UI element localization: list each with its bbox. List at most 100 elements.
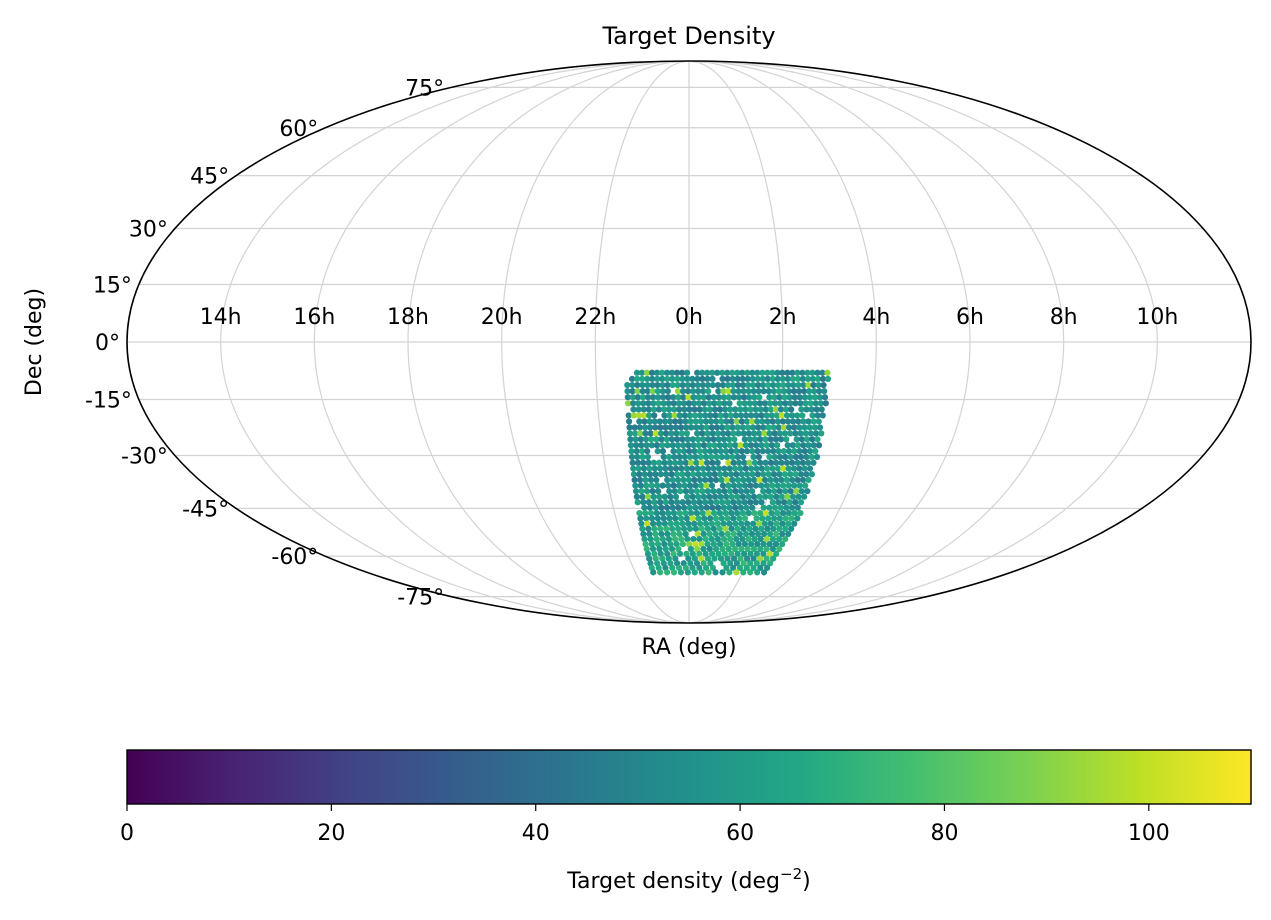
density-point	[728, 550, 735, 557]
density-point	[702, 499, 709, 506]
ra-grid-line	[594, 61, 690, 623]
density-point	[685, 499, 692, 506]
density-point	[733, 418, 740, 425]
density-point	[640, 499, 647, 506]
density-point	[673, 540, 680, 548]
density-point	[633, 442, 640, 449]
density-point	[628, 453, 636, 461]
density-point	[713, 545, 720, 553]
density-point	[708, 520, 716, 527]
density-point	[666, 412, 673, 419]
density-point	[652, 504, 659, 511]
density-point	[672, 418, 679, 425]
density-point	[792, 430, 799, 437]
density-point	[824, 375, 832, 383]
density-point	[756, 476, 763, 484]
density-point	[795, 381, 802, 389]
density-point	[773, 530, 780, 538]
density-point	[760, 471, 767, 478]
colorbar	[126, 749, 1252, 805]
density-point	[796, 465, 803, 472]
density-point	[806, 388, 813, 395]
density-point	[649, 545, 657, 553]
density-point	[643, 515, 650, 522]
density-point	[705, 509, 712, 517]
density-point	[717, 471, 724, 478]
density-point	[710, 436, 717, 443]
density-point	[709, 430, 716, 437]
density-point	[755, 388, 762, 395]
density-point	[711, 509, 718, 517]
density-point	[735, 459, 743, 466]
density-point	[761, 400, 769, 407]
density-point	[666, 515, 673, 522]
density-point	[662, 499, 669, 506]
density-point	[714, 369, 721, 376]
density-point	[792, 471, 799, 478]
density-point	[738, 418, 745, 425]
dec-tick-label: 30°	[129, 217, 168, 242]
density-point	[798, 436, 806, 443]
density-point	[793, 488, 800, 495]
density-point	[777, 400, 784, 407]
density-point	[656, 459, 663, 466]
density-point	[780, 465, 787, 472]
density-point	[664, 442, 671, 449]
density-point	[658, 530, 665, 538]
density-point	[764, 465, 771, 472]
ra-tick-label: 22h	[574, 305, 616, 330]
density-point	[650, 569, 657, 576]
density-point	[636, 418, 643, 425]
density-point	[739, 381, 747, 389]
density-point	[689, 436, 696, 443]
density-point	[665, 509, 672, 517]
density-point	[652, 424, 659, 431]
density-point	[791, 482, 798, 489]
density-point	[758, 499, 765, 506]
density-point	[682, 509, 689, 517]
density-point	[760, 504, 767, 511]
density-point	[647, 509, 655, 517]
density-point	[763, 412, 770, 419]
density-point	[800, 442, 807, 449]
density-point	[719, 369, 726, 376]
density-point	[659, 535, 666, 543]
density-point	[726, 569, 733, 576]
density-point	[769, 375, 776, 383]
density-point	[661, 459, 668, 466]
density-point	[770, 555, 777, 562]
density-point	[696, 550, 703, 557]
density-point	[639, 493, 646, 500]
density-point	[692, 453, 699, 461]
density-point	[783, 412, 791, 419]
density-point	[729, 375, 736, 383]
density-point	[739, 453, 747, 461]
density-point	[747, 499, 754, 506]
density-point	[786, 499, 793, 506]
density-point	[743, 555, 751, 562]
density-point	[657, 424, 664, 431]
density-point	[703, 504, 710, 511]
density-point	[729, 476, 736, 484]
density-point	[684, 388, 692, 395]
ra-grid-line	[220, 61, 690, 623]
density-point	[763, 555, 770, 562]
density-point	[729, 453, 736, 461]
density-point	[747, 569, 754, 576]
density-point	[801, 394, 808, 401]
density-point	[774, 465, 781, 472]
density-point	[660, 400, 667, 407]
density-point	[704, 525, 711, 532]
density-point	[677, 515, 685, 522]
density-point	[775, 424, 782, 431]
density-point	[707, 560, 714, 567]
density-point	[739, 375, 746, 383]
density-point	[743, 448, 751, 455]
density-point	[744, 424, 752, 431]
density-point	[734, 375, 741, 383]
ra-tick-label: 20h	[481, 305, 523, 330]
density-point	[657, 569, 664, 576]
density-point	[770, 424, 777, 431]
ra-grid-line	[688, 61, 971, 623]
density-point	[724, 381, 732, 389]
